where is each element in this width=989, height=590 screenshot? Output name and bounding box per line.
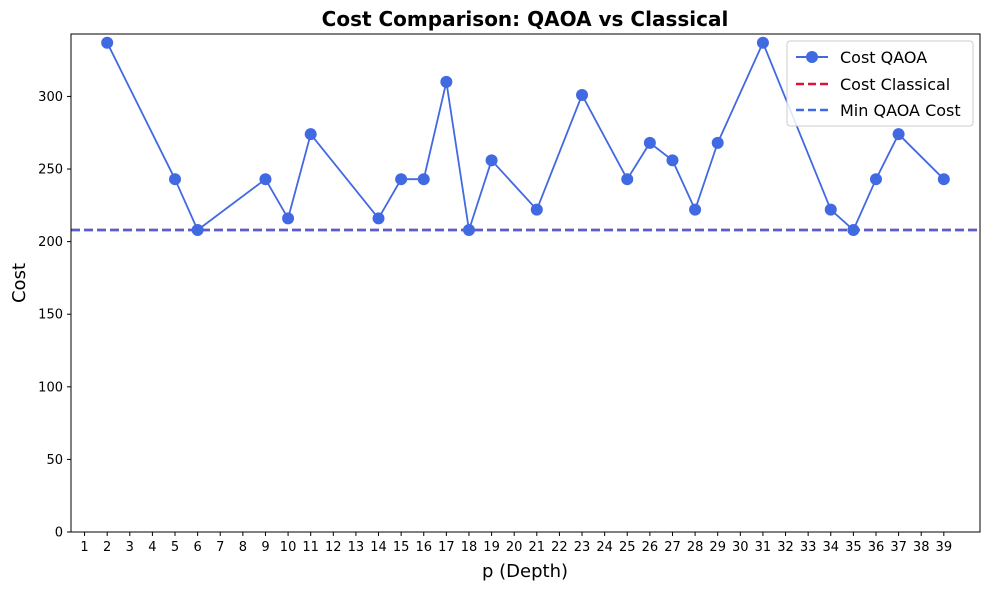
cost-qaoa-point [259,173,272,186]
cost-qaoa-point [417,173,430,186]
plot-frame [70,33,981,533]
y-tick-label: 300 [38,90,63,105]
x-tick-label: 12 [325,540,342,555]
cost-qaoa-point [440,75,453,88]
x-tick-label: 14 [370,540,387,555]
x-tick-label: 15 [393,540,410,555]
y-tick-label: 200 [38,235,63,250]
legend: Cost QAOA Cost Classical Min QAOA Cost [786,40,974,127]
x-tick-label: 26 [642,540,659,555]
y-tick-label: 250 [38,163,63,178]
x-tick-label: 7 [216,540,224,555]
cost-qaoa-point [847,224,860,237]
x-tick-label: 29 [709,540,726,555]
x-tick-label: 13 [348,540,365,555]
cost-qaoa-point [282,212,295,225]
x-tick-label: 8 [239,540,247,555]
x-tick-label: 37 [890,540,907,555]
x-tick-label: 36 [868,540,885,555]
cost-qaoa-point [689,203,702,216]
cost-qaoa-point [304,128,317,141]
legend-label-cost-qaoa: Cost QAOA [840,48,927,67]
x-tick-label: 6 [193,540,201,555]
y-tick-label: 100 [38,380,63,395]
cost-qaoa-point [462,224,475,237]
legend-box [786,40,974,127]
cost-qaoa-point [892,128,905,141]
cost-qaoa-point [372,212,385,225]
y-tick-label: 150 [38,308,63,323]
x-tick-label: 27 [664,540,681,555]
chart-title: Cost Comparison: QAOA vs Classical [322,7,729,31]
cost-qaoa-point [643,136,656,149]
x-tick-label: 35 [845,540,862,555]
cost-qaoa-point [169,173,182,186]
x-tick-label: 34 [822,540,839,555]
x-tick-label: 5 [171,540,179,555]
cost-qaoa-point [101,36,114,49]
cost-qaoa-point [666,154,679,167]
legend-label-min-qaoa-cost: Min QAOA Cost [840,101,961,120]
x-tick-label: 11 [302,540,319,555]
x-tick-label: 18 [461,540,478,555]
x-tick-label: 1 [80,540,88,555]
x-tick-label: 23 [574,540,591,555]
legend-entry-cost-classical: Cost Classical [796,75,950,94]
cost-qaoa-point [711,136,724,149]
legend-marker-cost-qaoa [806,51,818,63]
legend-label-cost-classical: Cost Classical [840,75,950,94]
x-tick-label: 25 [619,540,636,555]
cost-qaoa-point [824,203,837,216]
x-tick-label: 39 [936,540,953,555]
x-tick-label: 2 [103,540,111,555]
x-tick-label: 38 [913,540,930,555]
cost-qaoa-point [576,88,589,101]
cost-qaoa-point [756,36,769,49]
x-tick-label: 24 [596,540,613,555]
x-tick-label: 9 [261,540,269,555]
x-axis-label: p (Depth) [482,561,568,582]
x-tick-label: 21 [529,540,546,555]
cost-qaoa-point [869,173,882,186]
legend-entry-cost-qaoa: Cost QAOA [796,48,927,67]
x-axis: 1 2 3 4 5 6 7 8 9 10 11 12 13 14 15 16 17 18 19 20 21 22 23 24 2… [80,532,952,555]
cost-qaoa-point [530,203,543,216]
cost-qaoa-point [621,173,634,186]
x-tick-label: 33 [800,540,817,555]
x-tick-label: 10 [280,540,297,555]
y-tick-label: 50 [46,453,63,468]
x-tick-label: 30 [732,540,749,555]
x-tick-label: 17 [438,540,455,555]
cost-qaoa-point [937,173,950,186]
cost-qaoa-point [395,173,408,186]
x-tick-label: 28 [687,540,704,555]
x-tick-label: 22 [551,540,568,555]
x-tick-label: 32 [777,540,794,555]
x-tick-label: 20 [506,540,523,555]
y-tick-label: 0 [55,526,63,541]
legend-entry-min-qaoa-cost: Min QAOA Cost [796,101,961,120]
x-tick-label: 3 [126,540,134,555]
cost-qaoa-point [485,154,498,167]
x-tick-label: 4 [148,540,156,555]
y-axis-label: Cost [9,263,30,303]
x-tick-label: 16 [415,540,432,555]
y-axis: 0 50 100 150 200 250 300 [38,90,71,541]
x-tick-label: 31 [755,540,772,555]
series-layer [71,36,980,237]
cost-qaoa-point [191,224,204,237]
x-tick-label: 19 [483,540,500,555]
